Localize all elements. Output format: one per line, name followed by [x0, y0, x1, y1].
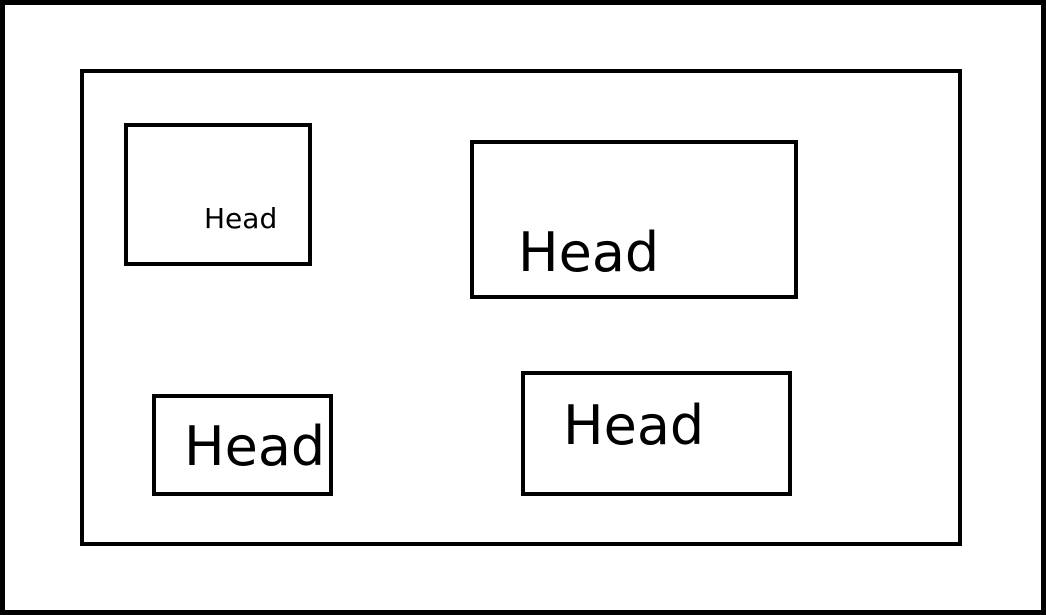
head-box-bottom-left: Head: [152, 394, 333, 496]
head-box-bottom-right: Head: [521, 371, 792, 496]
head-label: Head: [204, 202, 278, 235]
head-box-top-left: Head: [124, 123, 312, 266]
head-label: Head: [184, 415, 326, 478]
head-label: Head: [563, 394, 705, 457]
head-label: Head: [518, 221, 660, 284]
head-box-top-right: Head: [470, 140, 798, 299]
